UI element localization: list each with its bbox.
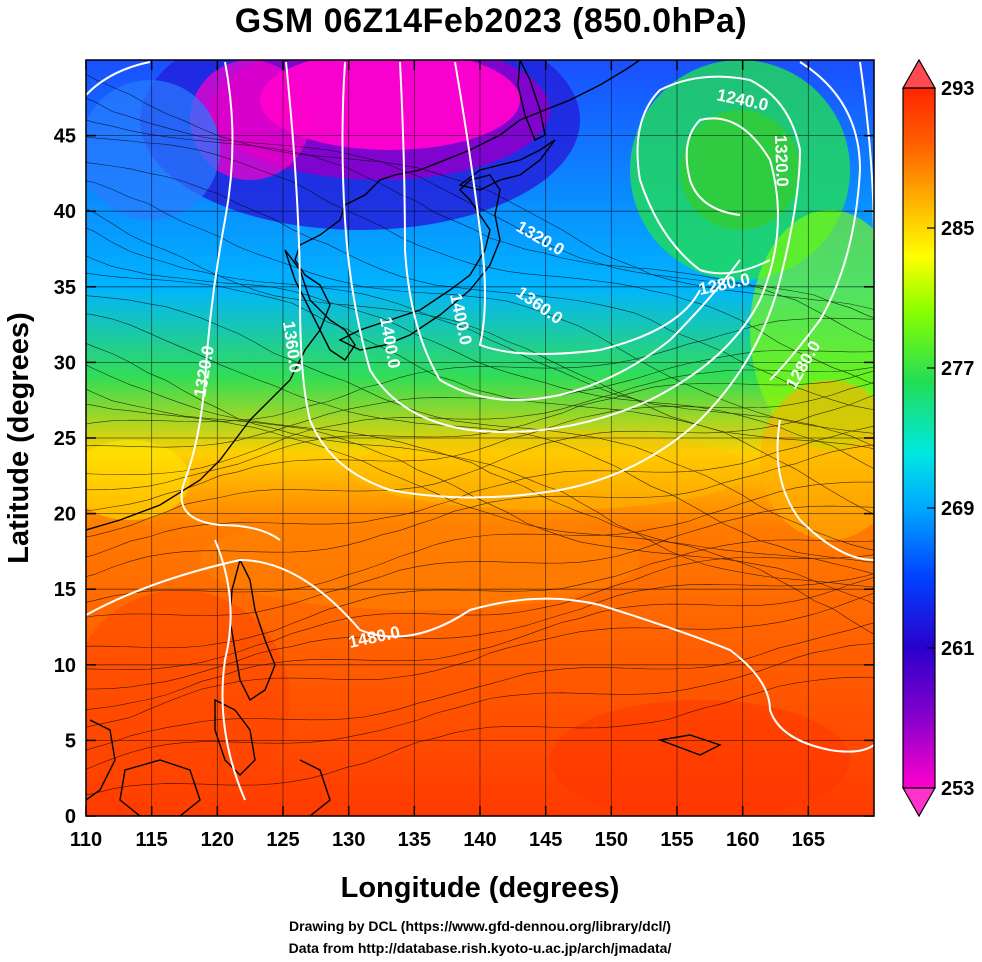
x-tick-label: 140 [463,829,496,851]
streamline [86,403,874,635]
x-axis-title: Longitude (degrees) [341,872,620,904]
streamline [86,73,874,310]
streamline [86,444,874,577]
y-tick-label: 30 [54,352,76,374]
x-tick-label: 130 [332,829,365,851]
streamline [86,622,874,751]
streamline [86,676,874,796]
streamline [86,370,874,491]
height-contours [86,61,874,801]
x-tick-label: 110 [70,829,102,851]
colorbar-label: 277 [941,358,974,380]
streamline [86,272,874,515]
streamline [86,395,874,538]
x-tick-label: 115 [136,829,168,851]
y-axis-ticks: 0 5 10 15 20 25 30 35 40 45 [54,126,874,828]
contour-label: 1320.0 [771,134,792,187]
x-tick-label: 155 [660,829,693,851]
y-tick-label: 20 [54,504,76,526]
y-tick-label: 5 [65,730,76,752]
streamline [86,136,874,385]
streamline [86,505,874,618]
wind-streamlines [86,73,874,796]
streamline [86,388,874,605]
streamline [86,592,874,728]
streamline [86,366,874,476]
colorbar-label: 293 [941,78,974,100]
streamline [86,343,874,588]
coastlines [86,60,722,816]
x-tick-label: 120 [201,829,234,851]
streamline [86,577,874,710]
streamline [86,208,874,450]
x-tick-label: 150 [595,829,628,851]
y-tick-label: 0 [65,806,76,828]
colorbar-max-arrow [901,58,937,89]
colorbar-label: 285 [941,218,974,240]
y-tick-label: 35 [54,277,76,299]
streamline [86,573,874,690]
colorbar-label: 269 [941,498,974,520]
streamline [86,162,874,410]
y-axis-title: Latitude (degrees) [3,312,35,563]
streamline [86,554,874,671]
y-tick-label: 40 [54,201,76,223]
streamline [86,381,874,511]
colorbar-label: 253 [941,778,974,800]
colorbar-min-arrow [901,787,937,818]
streamline [86,481,874,603]
y-tick-label: 10 [54,655,76,677]
streamline [86,539,874,649]
streamline [86,313,874,563]
x-tick-label: 145 [529,829,562,851]
data-credit: Data from http://database.rish.kyoto-u.a… [288,940,672,956]
colorbar: 293 285 277 269 261 253 [901,58,974,818]
x-tick-label: 135 [398,829,431,851]
streamline [86,180,874,434]
streamline [86,97,874,319]
map-title: GSM 06Z14Feb2023 (850.0hPa) [234,2,748,40]
streamline [86,643,874,770]
drawing-credit: Drawing by DCL (https://www.gfd-dennou.o… [289,918,671,934]
streamline [86,255,874,469]
streamline [86,317,874,425]
y-tick-label: 45 [54,126,76,148]
x-tick-label: 165 [792,829,825,851]
y-tick-label: 25 [54,428,76,450]
x-tick-label: 160 [726,829,759,851]
colorbar-scale [902,87,936,789]
x-axis-ticks: 110 115 120 125 130 135 140 145 150 155 160 165 [70,60,825,851]
x-tick-label: 125 [266,829,299,851]
colorbar-label: 261 [941,638,974,660]
y-tick-label: 15 [54,579,76,601]
